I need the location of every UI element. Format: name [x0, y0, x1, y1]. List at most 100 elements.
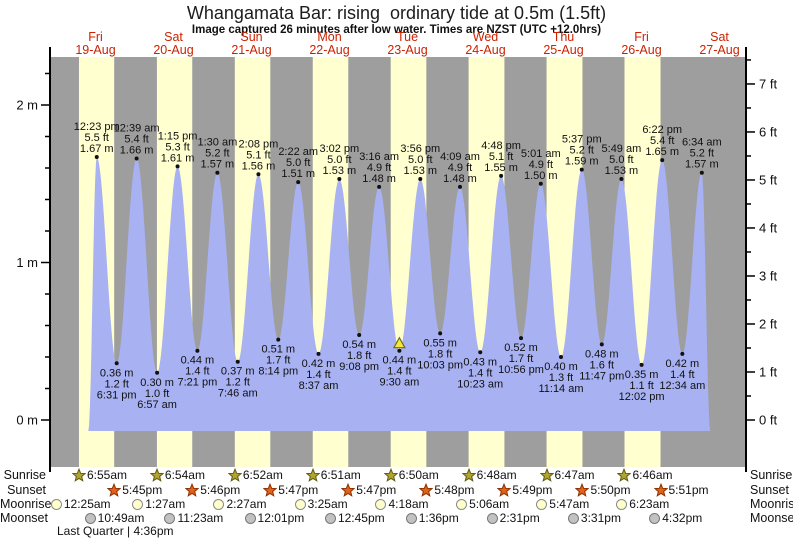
- high-tide-label: 3:16 am: [359, 151, 399, 163]
- low-tide-label: 6:31 pm: [97, 389, 137, 401]
- moonset-time: 3:31pm: [580, 511, 621, 525]
- low-tide-label: 9:08 pm: [339, 361, 379, 373]
- high-tide-label: 3:56 pm: [400, 143, 440, 155]
- moonset-row-label-right: Moonset: [750, 511, 793, 525]
- high-tide-label: 1.55 m: [484, 162, 518, 174]
- low-tide-label: 0.37 m: [221, 366, 255, 378]
- moonset-circle-icon: [84, 512, 96, 524]
- high-tide-label: 1.67 m: [80, 143, 114, 155]
- sunrise-entry: 6:48am: [461, 468, 517, 482]
- high-tide-label: 1:15 pm: [158, 130, 198, 142]
- day-name-label: Fri: [634, 30, 649, 44]
- high-tide-label: 5.0 ft: [408, 154, 432, 166]
- sunset-entry: 5:46pm: [185, 483, 240, 497]
- moonrise-entry: 5:06am: [456, 497, 509, 511]
- moonset-entry: 3:31pm: [567, 511, 621, 525]
- low-tide-label: 10:03 pm: [417, 359, 463, 371]
- moonrise-circle-icon: [50, 498, 62, 510]
- day-date-label: 19-Aug: [75, 43, 115, 57]
- sunrise-entry: 6:55am: [71, 468, 127, 482]
- tide-extreme-dot: [296, 180, 301, 185]
- sunrise-entry: 6:52am: [227, 468, 283, 482]
- moonset-circle-icon: [405, 512, 417, 524]
- moonset-circle-icon: [486, 512, 498, 524]
- moonrise-circle-icon: [536, 498, 548, 510]
- left-axis-line: [49, 47, 51, 472]
- high-tide-label: 4.9 ft: [367, 162, 391, 174]
- right-axis-tick-label: 0 ft: [759, 413, 777, 428]
- right-axis-tick-label: 5 ft: [759, 172, 777, 187]
- left-axis-tick-label: 1 m: [16, 255, 38, 270]
- low-tide-label: 0.42 m: [666, 358, 700, 370]
- low-tide-label: 0.54 m: [342, 339, 376, 351]
- tide-extreme-dot: [114, 361, 119, 366]
- right-axis-tick-label: 6 ft: [759, 124, 777, 139]
- high-tide-label: 1.59 m: [565, 156, 599, 168]
- moonset-time: 11:23am: [177, 511, 224, 525]
- tide-extreme-dot: [357, 332, 362, 337]
- low-tide-label: 0.40 m: [544, 361, 578, 373]
- tide-extreme-dot: [377, 184, 382, 189]
- moonset-entry: 10:49am: [84, 511, 144, 525]
- sunrise-time: 6:52am: [242, 468, 283, 482]
- moonrise-time: 6:23am: [629, 497, 670, 511]
- low-tide-label: 12:02 pm: [619, 391, 665, 403]
- current-tide-marker-icon: [392, 336, 406, 349]
- moonrise-entry: 12:25am: [50, 497, 111, 511]
- high-tide-label: 4:48 pm: [481, 140, 521, 152]
- moonrise-time: 12:25am: [63, 497, 111, 511]
- sunrise-time: 6:46am: [632, 468, 673, 482]
- high-tide-label: 5.5 ft: [85, 132, 109, 144]
- high-tide-label: 3:02 pm: [319, 143, 359, 155]
- tide-extreme-dot: [699, 170, 704, 175]
- tide-extreme-dot: [559, 355, 564, 359]
- tide-extreme-dot: [418, 177, 423, 182]
- low-tide-label: 0.55 m: [423, 337, 457, 349]
- sunrise-entry: 6:47am: [539, 468, 595, 482]
- sunrise-time: 6:48am: [476, 468, 517, 482]
- low-tide-label: 1.8 ft: [347, 350, 371, 362]
- sunrise-star-icon: [461, 468, 476, 482]
- low-tide-label: 8:37 am: [299, 380, 339, 392]
- tide-extreme-dot: [337, 177, 342, 182]
- sunrise-entry: 6:46am: [617, 468, 673, 482]
- high-tide-label: 4.9 ft: [529, 159, 553, 171]
- sunrise-star-icon: [71, 468, 86, 482]
- day-date-label: 24-Aug: [465, 43, 505, 57]
- high-tide-label: 6:34 am: [682, 137, 722, 149]
- high-tide-label: 4.9 ft: [448, 162, 472, 174]
- high-tide-label: 1.57 m: [685, 159, 719, 171]
- sunrise-star-icon: [305, 468, 320, 482]
- moonset-time: 1:36pm: [418, 511, 459, 525]
- tide-extreme-dot: [175, 164, 180, 169]
- day-name-label: Thu: [553, 30, 575, 44]
- moonset-time: 4:32pm: [662, 511, 703, 525]
- high-tide-label: 6:22 pm: [642, 124, 682, 136]
- tide-extreme-dot: [235, 359, 240, 364]
- moonrise-row-label-right: Moonrise: [750, 497, 793, 511]
- low-tide-label: 1.7 ft: [509, 353, 533, 365]
- sunset-star-icon: [497, 483, 512, 497]
- low-tide-label: 0.51 m: [261, 344, 295, 356]
- sunset-star-icon: [263, 483, 278, 497]
- tide-extreme-dot: [94, 154, 99, 159]
- tide-extreme-dot: [134, 156, 139, 161]
- sunset-star-icon: [419, 483, 434, 497]
- low-tide-label: 1.1 ft: [629, 380, 653, 392]
- sunset-entry: 5:47pm: [263, 483, 318, 497]
- sunrise-time: 6:47am: [554, 468, 595, 482]
- low-tide-label: 11:47 pm: [579, 370, 624, 382]
- high-tide-label: 5.0 ft: [609, 154, 633, 166]
- moonset-entry: 12:45pm: [324, 511, 385, 525]
- low-tide-label: 0.44 m: [181, 355, 215, 367]
- sunrise-star-icon: [227, 468, 242, 482]
- moonrise-circle-icon: [213, 498, 225, 510]
- low-tide-label: 0.35 m: [625, 369, 659, 381]
- day-date-label: 27-Aug: [699, 43, 739, 57]
- low-tide-label: 0.30 m: [140, 377, 174, 389]
- high-tide-label: 1.48 m: [443, 173, 477, 185]
- sunrise-star-icon: [149, 468, 164, 482]
- tide-extreme-dot: [397, 348, 402, 353]
- low-tide-label: 1.4 ft: [387, 366, 411, 378]
